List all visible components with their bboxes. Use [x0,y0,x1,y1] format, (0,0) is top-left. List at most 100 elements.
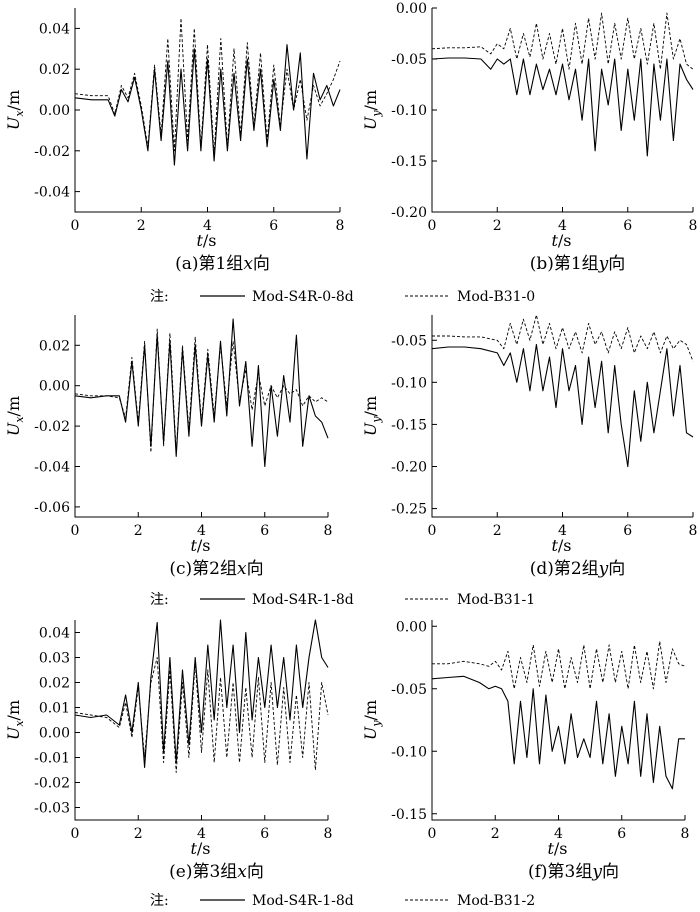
y-axis-label: Ux/m [4,90,26,130]
x-axis-label: t/s [551,231,571,250]
x-tick-label: 8 [689,218,698,234]
y-tick-label: -0.02 [34,144,70,160]
panel-caption: (e)第3组x向 [169,862,264,882]
x-tick-label: 4 [203,218,212,234]
x-tick-label: 2 [137,218,146,234]
y-tick-label: -0.20 [391,205,427,221]
series-line-solid [431,57,694,157]
series-line-solid [74,619,329,769]
y-tick-label: 0.02 [39,62,70,78]
y-tick-label: 0.00 [39,379,70,395]
y-tick-label: -0.15 [391,417,427,433]
y-tick-label: -0.04 [34,185,70,201]
x-tick-label: 6 [617,826,626,842]
panel-d: 0 2 4 6 8 -0.25 -0.20 -0.15 -0.10 -0.05 t/s Uy/m (d)… [361,314,698,579]
x-tick-label: 4 [558,523,567,539]
panel-e: 0 2 4 6 8 -0.03 -0.02 -0.01 0.00 0.01 0.02 0.03 0.04… [4,619,333,882]
y-tick-label: -0.03 [34,801,70,817]
legend-row-1: 注: Mod-S4R-0-8d Mod-B31-0 [150,289,535,305]
x-tick-label: 8 [324,826,333,842]
legend-solid-name: Mod-S4R-1-8d [252,893,354,909]
y-tick-label: 0.02 [39,338,70,354]
y-axis-label: Ux/m [4,396,26,436]
y-tick-label: 0.02 [39,676,70,692]
legend-note-label: 注: [150,592,169,608]
y-tick-label: 0.04 [39,21,70,37]
y-tick-label: -0.15 [391,807,427,823]
x-axis-label: t/s [551,536,571,555]
x-tick-label: 4 [197,523,206,539]
series-line-solid [74,318,329,468]
x-tick-label: 4 [558,218,567,234]
x-tick-label: 4 [554,826,563,842]
x-tick-label: 0 [428,218,437,234]
y-tick-label: -0.25 [391,502,427,518]
y-tick-label: -0.05 [391,52,427,68]
legend-dashed-name: Mod-B31-1 [457,592,535,608]
legend-dashed-name: Mod-B31-0 [457,289,535,305]
x-tick-label: 0 [428,826,437,842]
x-axis-label: t/s [196,231,216,250]
x-tick-label: 0 [71,826,80,842]
y-axis-label: Uy/m [361,90,383,130]
y-tick-label: 0.03 [39,651,70,667]
series-line-dashed [74,657,329,773]
x-tick-label: 8 [324,523,333,539]
series-line-dashed [431,12,694,70]
x-tick-label: 6 [260,523,269,539]
y-tick-label: -0.02 [34,776,70,792]
y-tick-label: -0.15 [391,154,427,170]
legend-row-2: 注: Mod-S4R-1-8d Mod-B31-1 [150,592,535,608]
x-tick-label: 2 [491,826,500,842]
panel-f: 0 2 4 6 8 -0.15 -0.10 -0.05 0.00 t/s Uy/m (f)第3组y向 [361,619,689,882]
legend-note-label: 注: [150,289,169,305]
y-tick-label: -0.10 [391,744,427,760]
y-tick-label: 0.01 [39,701,70,717]
y-tick-label: 0.00 [39,103,70,119]
y-tick-label: 0.00 [396,619,427,635]
axis-frame [74,8,340,213]
x-tick-label: 2 [493,523,502,539]
x-axis-label: t/s [547,839,567,858]
x-axis-label: t/s [190,839,210,858]
x-tick-label: 0 [71,523,80,539]
panel-caption: (f)第3组y向 [528,862,619,882]
series-line-dashed [432,314,694,362]
series-line-solid [74,44,341,166]
legend-solid-name: Mod-S4R-0-8d [252,289,354,305]
x-tick-label: 8 [336,218,345,234]
x-axis-label: t/s [190,536,210,555]
x-tick-label: 6 [269,218,278,234]
panel-caption: (a)第1组x向 [175,254,270,274]
y-axis-label: Uy/m [361,396,383,436]
y-tick-label: -0.20 [391,460,427,476]
x-tick-label: 6 [260,826,269,842]
series-line-solid [431,675,685,790]
series-line-dashed [74,328,329,453]
panel-caption: (c)第2组x向 [169,559,263,579]
panel-b: 0 2 4 6 8 -0.20 -0.15 -0.10 -0.05 0.00 t/s Uy/m (b)第… [361,1,697,274]
axis-frame [431,315,693,518]
y-tick-label: -0.10 [391,375,427,391]
x-tick-label: 8 [689,523,698,539]
panel-caption: (b)第1组y向 [530,254,626,274]
x-tick-label: 2 [134,826,143,842]
series-line-dashed [432,640,686,690]
legend-solid-name: Mod-S4R-1-8d [252,592,354,608]
y-tick-label: 0.00 [39,726,70,742]
panel-caption: (d)第2组y向 [530,559,626,579]
axis-frame [431,8,693,213]
y-tick-label: -0.06 [34,500,70,516]
y-axis-label: Ux/m [4,700,26,740]
series-line-solid [431,343,694,468]
panel-c: 0 2 4 6 8 -0.06 -0.04 -0.02 0.00 0.02 t/s Ux/m (c)第2… [4,315,332,579]
y-tick-label: -0.04 [34,460,70,476]
legend-note-label: 注: [150,893,169,909]
x-tick-label: 6 [623,218,632,234]
legend-row-3: 注: Mod-S4R-1-8d Mod-B31-2 [150,893,535,909]
x-tick-label: 4 [197,826,206,842]
y-tick-label: 0.04 [39,626,70,642]
x-tick-label: 2 [493,218,502,234]
legend-dashed-name: Mod-B31-2 [457,893,535,909]
